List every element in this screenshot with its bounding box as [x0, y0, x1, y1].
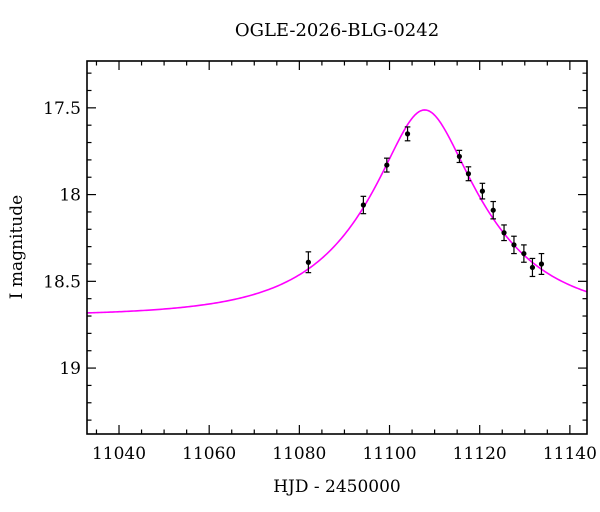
data-point — [490, 207, 496, 213]
x-tick-label: 11040 — [92, 444, 146, 464]
data-point — [529, 264, 536, 271]
x-axis-title: HJD - 2450000 — [273, 477, 401, 497]
x-tick-label: 11140 — [543, 444, 597, 464]
y-tick-label: 18.5 — [43, 272, 81, 292]
data-point — [305, 259, 311, 265]
x-tick-label: 11120 — [453, 444, 507, 464]
data-point — [360, 202, 366, 208]
data-point — [384, 162, 390, 168]
y-tick-label: 17.5 — [43, 99, 81, 119]
data-point — [479, 188, 486, 194]
data-point — [538, 261, 545, 267]
data-point — [456, 153, 463, 160]
data-point — [404, 131, 411, 137]
data-point — [521, 250, 527, 257]
chart-title: OGLE-2026-BLG-0242 — [234, 20, 440, 41]
x-tick-label: 11080 — [272, 444, 326, 464]
plot-frame — [86, 60, 588, 435]
x-tick-label: 11060 — [182, 444, 236, 464]
model-curve — [86, 109, 588, 314]
data-point — [501, 230, 507, 236]
data-point — [511, 242, 517, 248]
data-point — [465, 171, 472, 177]
x-tick-label: 11100 — [362, 444, 416, 464]
y-axis-title: I magnitude — [7, 194, 27, 300]
y-tick-label: 18 — [59, 186, 81, 206]
y-tick-label: 19 — [59, 359, 81, 379]
